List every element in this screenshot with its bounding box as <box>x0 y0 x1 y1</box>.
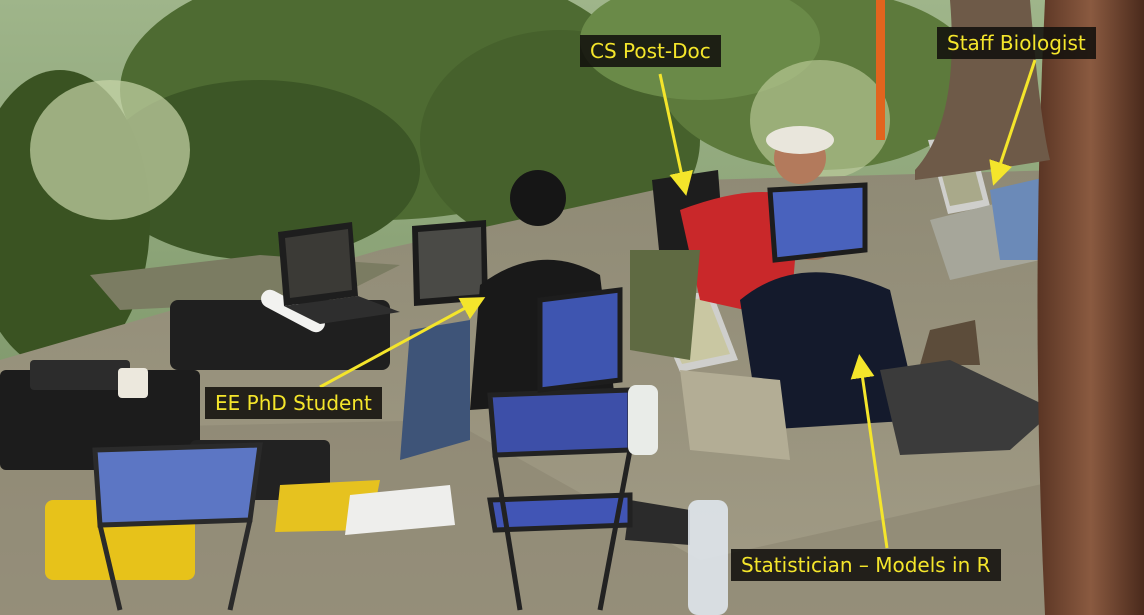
label-cs-postdoc: CS Post-Doc <box>580 35 721 67</box>
chairs <box>92 182 868 611</box>
orange-pole <box>876 0 885 140</box>
label-statistician: Statistician – Models in R <box>731 549 1001 581</box>
water-bottle <box>688 500 728 615</box>
label-ee-phd-student: EE PhD Student <box>205 387 382 419</box>
tree-trunk-right <box>1037 0 1144 615</box>
label-staff-biologist: Staff Biologist <box>937 27 1096 59</box>
